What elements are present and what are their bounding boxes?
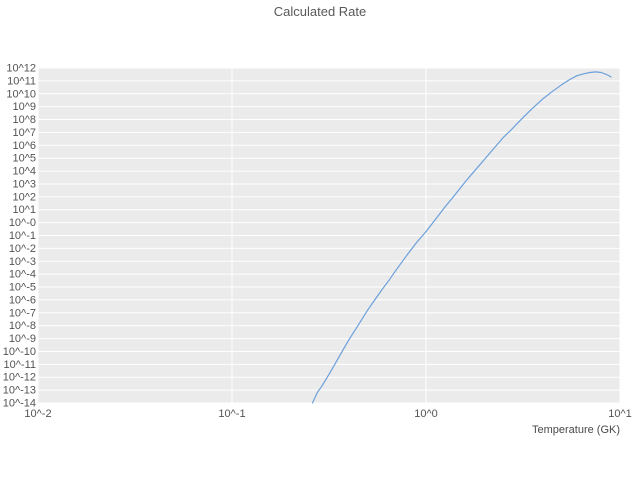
y-tick-label: 10^-10: [3, 346, 36, 358]
y-tick-label: 10^3: [12, 178, 36, 190]
rate-curve: [311, 71, 612, 404]
x-tick-label: 10^0: [414, 408, 438, 420]
y-tick-label: 10^-2: [9, 243, 36, 255]
y-tick-label: 10^-6: [9, 294, 36, 306]
x-tick-label: 10^-1: [218, 408, 245, 420]
y-tick-labels: 10^1210^1110^1010^910^810^710^610^510^41…: [3, 63, 36, 410]
y-tick-label: 10^-1: [9, 230, 36, 242]
x-tick-label: 10^-2: [24, 408, 51, 420]
y-tick-label: 10^-7: [9, 307, 36, 319]
y-tick-label: 10^-11: [4, 359, 36, 371]
x-gridlines: [37, 68, 621, 403]
y-tick-label: 10^-4: [9, 269, 36, 281]
y-tick-label: 10^-13: [3, 385, 36, 397]
y-tick-label: 10^-3: [9, 256, 36, 268]
y-tick-label: 10^1: [12, 204, 36, 216]
y-tick-label: 10^-12: [3, 372, 36, 384]
x-tick-label: 10^1: [608, 408, 632, 420]
y-tick-label: 10^6: [12, 140, 36, 152]
y-tick-label: 10^2: [12, 191, 36, 203]
y-tick-label: 10^7: [12, 127, 36, 139]
y-tick-label: 10^9: [12, 101, 36, 113]
y-tick-label: 10^-0: [9, 217, 36, 229]
y-tick-label: 10^12: [6, 63, 36, 75]
y-tick-label: 10^10: [6, 88, 36, 100]
x-tick-labels: 10^-2 10^-1 10^0 10^1: [24, 408, 631, 420]
y-tick-label: 10^-14: [3, 398, 36, 410]
x-axis-title: Temperature (GK): [531, 424, 620, 436]
chart-title: Calculated Rate: [273, 4, 367, 19]
y-tick-label: 10^11: [7, 75, 36, 87]
y-tick-label: 10^-5: [9, 282, 36, 294]
y-tick-label: 10^4: [12, 166, 36, 178]
y-gridlines: [38, 67, 620, 404]
y-tick-label: 10^-9: [9, 333, 36, 345]
y-tick-label: 10^-8: [9, 320, 36, 332]
y-tick-label: 10^5: [12, 153, 36, 165]
y-tick-label: 10^8: [12, 114, 36, 126]
